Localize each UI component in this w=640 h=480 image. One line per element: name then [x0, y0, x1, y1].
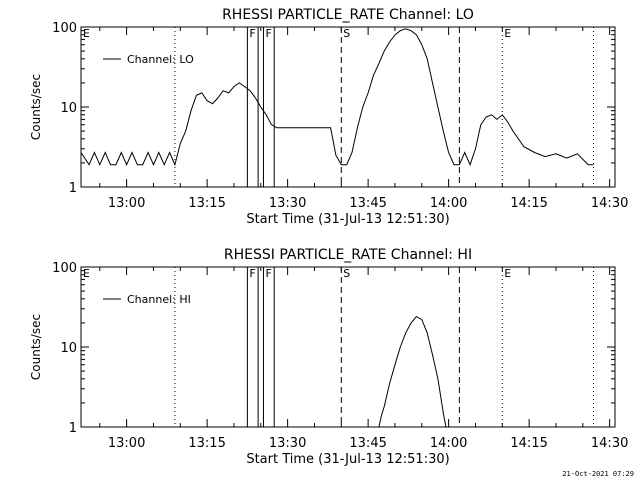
- footer-timestamp: 21-Oct-2021 07:29: [562, 470, 634, 478]
- x-tick-label: 13:45: [349, 436, 386, 451]
- x-tick-label: 13:45: [349, 196, 386, 211]
- marker-label: S: [343, 27, 350, 40]
- y-tick-label: 1: [69, 421, 77, 436]
- marker-label: E: [83, 27, 90, 40]
- x-tick-label: 13:00: [108, 196, 145, 211]
- y-axis-label: Counts/sec: [29, 314, 43, 380]
- y-axis-label: Counts/sec: [29, 74, 43, 140]
- x-tick-label: 13:15: [188, 196, 225, 211]
- marker-label: F: [265, 27, 271, 40]
- x-axis-label: Start Time (31-Jul-13 12:51:30): [246, 212, 449, 227]
- x-tick-label: 13:15: [188, 436, 225, 451]
- x-tick-label: 14:15: [510, 196, 547, 211]
- plot-frame: [80, 26, 616, 188]
- x-tick-label: 14:00: [430, 436, 467, 451]
- marker-label: E: [504, 267, 511, 280]
- x-tick-label: 13:00: [108, 436, 145, 451]
- x-tick-label: 14:30: [591, 436, 628, 451]
- marker-label: F: [249, 267, 255, 280]
- y-tick-label: 100: [52, 261, 77, 276]
- legend-entry: Channel: HI: [127, 293, 191, 306]
- x-tick-label: 14:15: [510, 436, 547, 451]
- marker-label: E: [83, 267, 90, 280]
- legend-entry: Channel: LO: [127, 53, 194, 66]
- chart-title: RHESSI PARTICLE_RATE Channel: LO: [222, 7, 474, 23]
- x-tick-label: 14:30: [591, 196, 628, 211]
- x-tick-label: 13:30: [269, 196, 306, 211]
- marker-label: S: [343, 267, 350, 280]
- plot-frame: [80, 266, 616, 428]
- chart-title: RHESSI PARTICLE_RATE Channel: HI: [224, 247, 472, 263]
- marker-label: E: [504, 27, 511, 40]
- chart-hi-channel: RHESSI PARTICLE_RATE Channel: HI Counts/s…: [29, 247, 628, 467]
- x-tick-label: 13:30: [269, 436, 306, 451]
- series-line: [80, 28, 594, 167]
- y-tick-label: 100: [52, 21, 77, 36]
- y-tick-label: 1: [69, 181, 77, 196]
- x-tick-label: 14:00: [430, 196, 467, 211]
- y-tick-label: 10: [60, 101, 77, 116]
- chart-lo-channel: RHESSI PARTICLE_RATE Channel: LO Counts/s…: [29, 7, 628, 227]
- y-tick-label: 10: [60, 341, 77, 356]
- marker-label: F: [249, 27, 255, 40]
- series-line: [378, 315, 447, 428]
- marker-label: F: [265, 267, 271, 280]
- x-axis-label: Start Time (31-Jul-13 12:51:30): [246, 452, 449, 467]
